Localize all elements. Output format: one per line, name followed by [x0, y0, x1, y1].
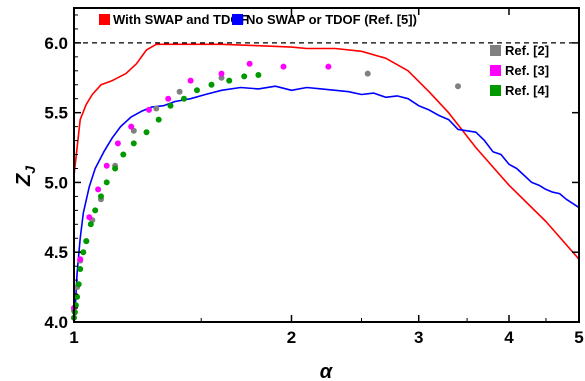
series-line-with-swap-and-tdof [73, 43, 580, 260]
data-point-ref-2 [218, 74, 225, 81]
x-tick-label: 4 [504, 328, 514, 347]
data-point-ref-3 [77, 256, 84, 263]
data-point-ref-3 [103, 162, 110, 169]
legend-label: No SWAP or TDOF (Ref. [5]) [246, 12, 417, 27]
data-point-ref-2 [176, 88, 183, 95]
legend-swatch [232, 14, 243, 25]
data-point-ref-4 [120, 151, 127, 158]
data-point-ref-4 [155, 116, 162, 123]
data-point-ref-4 [143, 129, 150, 136]
data-point-ref-3 [280, 63, 287, 70]
x-axis-label: α [320, 361, 334, 381]
y-tick-label: 5.5 [44, 104, 68, 123]
x-tick-label: 1 [69, 328, 78, 347]
legend-label: Ref. [2] [505, 43, 549, 58]
series-line-no-swap-or-tdof-ref-5 [73, 85, 580, 320]
legend-label: Ref. [4] [505, 83, 549, 98]
data-point-ref-4 [226, 77, 233, 84]
data-point-ref-3 [187, 77, 194, 84]
data-point-ref-4 [112, 165, 119, 172]
data-point-ref-3 [146, 106, 152, 113]
data-point-ref-4 [167, 102, 174, 109]
legend-swatch [490, 45, 501, 56]
plot-area [71, 42, 580, 321]
legend-swatch [99, 14, 110, 25]
data-point-ref-4 [92, 207, 99, 214]
data-point-ref-2 [455, 83, 461, 90]
data-point-ref-4 [75, 281, 82, 288]
data-point-ref-3 [246, 60, 253, 67]
y-tick-label: 4.5 [44, 243, 68, 262]
data-point-ref-2 [364, 70, 371, 77]
x-tick-label: 5 [574, 328, 583, 347]
data-point-ref-4 [194, 87, 200, 94]
data-point-ref-4 [181, 95, 187, 102]
x-tick-label: 2 [287, 328, 296, 347]
plot-frame [73, 7, 580, 323]
axes: 1 2 3 4 5 4.0 4.5 5.0 5.5 6.0 [44, 7, 584, 347]
data-point-ref-4 [255, 72, 262, 78]
data-point-ref-4 [77, 266, 84, 272]
data-point-ref-3 [325, 63, 332, 70]
data-point-ref-4 [87, 221, 94, 228]
y-tick-label: 5.0 [44, 173, 68, 192]
data-point-ref-4 [103, 179, 110, 186]
data-point-ref-3 [128, 123, 135, 130]
data-point-ref-3 [86, 214, 93, 221]
data-point-ref-4 [80, 249, 87, 256]
y-axis-label-main: Z [13, 173, 35, 187]
legend-swatch [490, 85, 501, 96]
data-point-ref-2 [153, 105, 160, 112]
data-point-ref-4 [74, 293, 81, 300]
data-point-ref-4 [83, 238, 90, 245]
data-point-ref-3 [95, 186, 102, 193]
data-point-ref-3 [114, 140, 121, 147]
data-point-ref-4 [241, 73, 248, 80]
y-axis-label-sub: J [22, 165, 38, 174]
legend-label: Ref. [3] [505, 63, 549, 78]
y-axis-label: ZJ [13, 165, 38, 187]
legend-swatch [490, 65, 501, 76]
y-tick-label: 4.0 [44, 313, 68, 332]
data-point-ref-4 [208, 81, 215, 88]
data-point-ref-3 [165, 95, 172, 102]
legend-label: With SWAP and TDOF [113, 12, 248, 27]
y-tick-label: 6.0 [44, 34, 68, 53]
data-point-ref-4 [130, 140, 137, 147]
data-point-ref-3 [218, 70, 225, 77]
data-point-ref-4 [98, 193, 104, 200]
x-tick-label: 3 [414, 328, 423, 347]
